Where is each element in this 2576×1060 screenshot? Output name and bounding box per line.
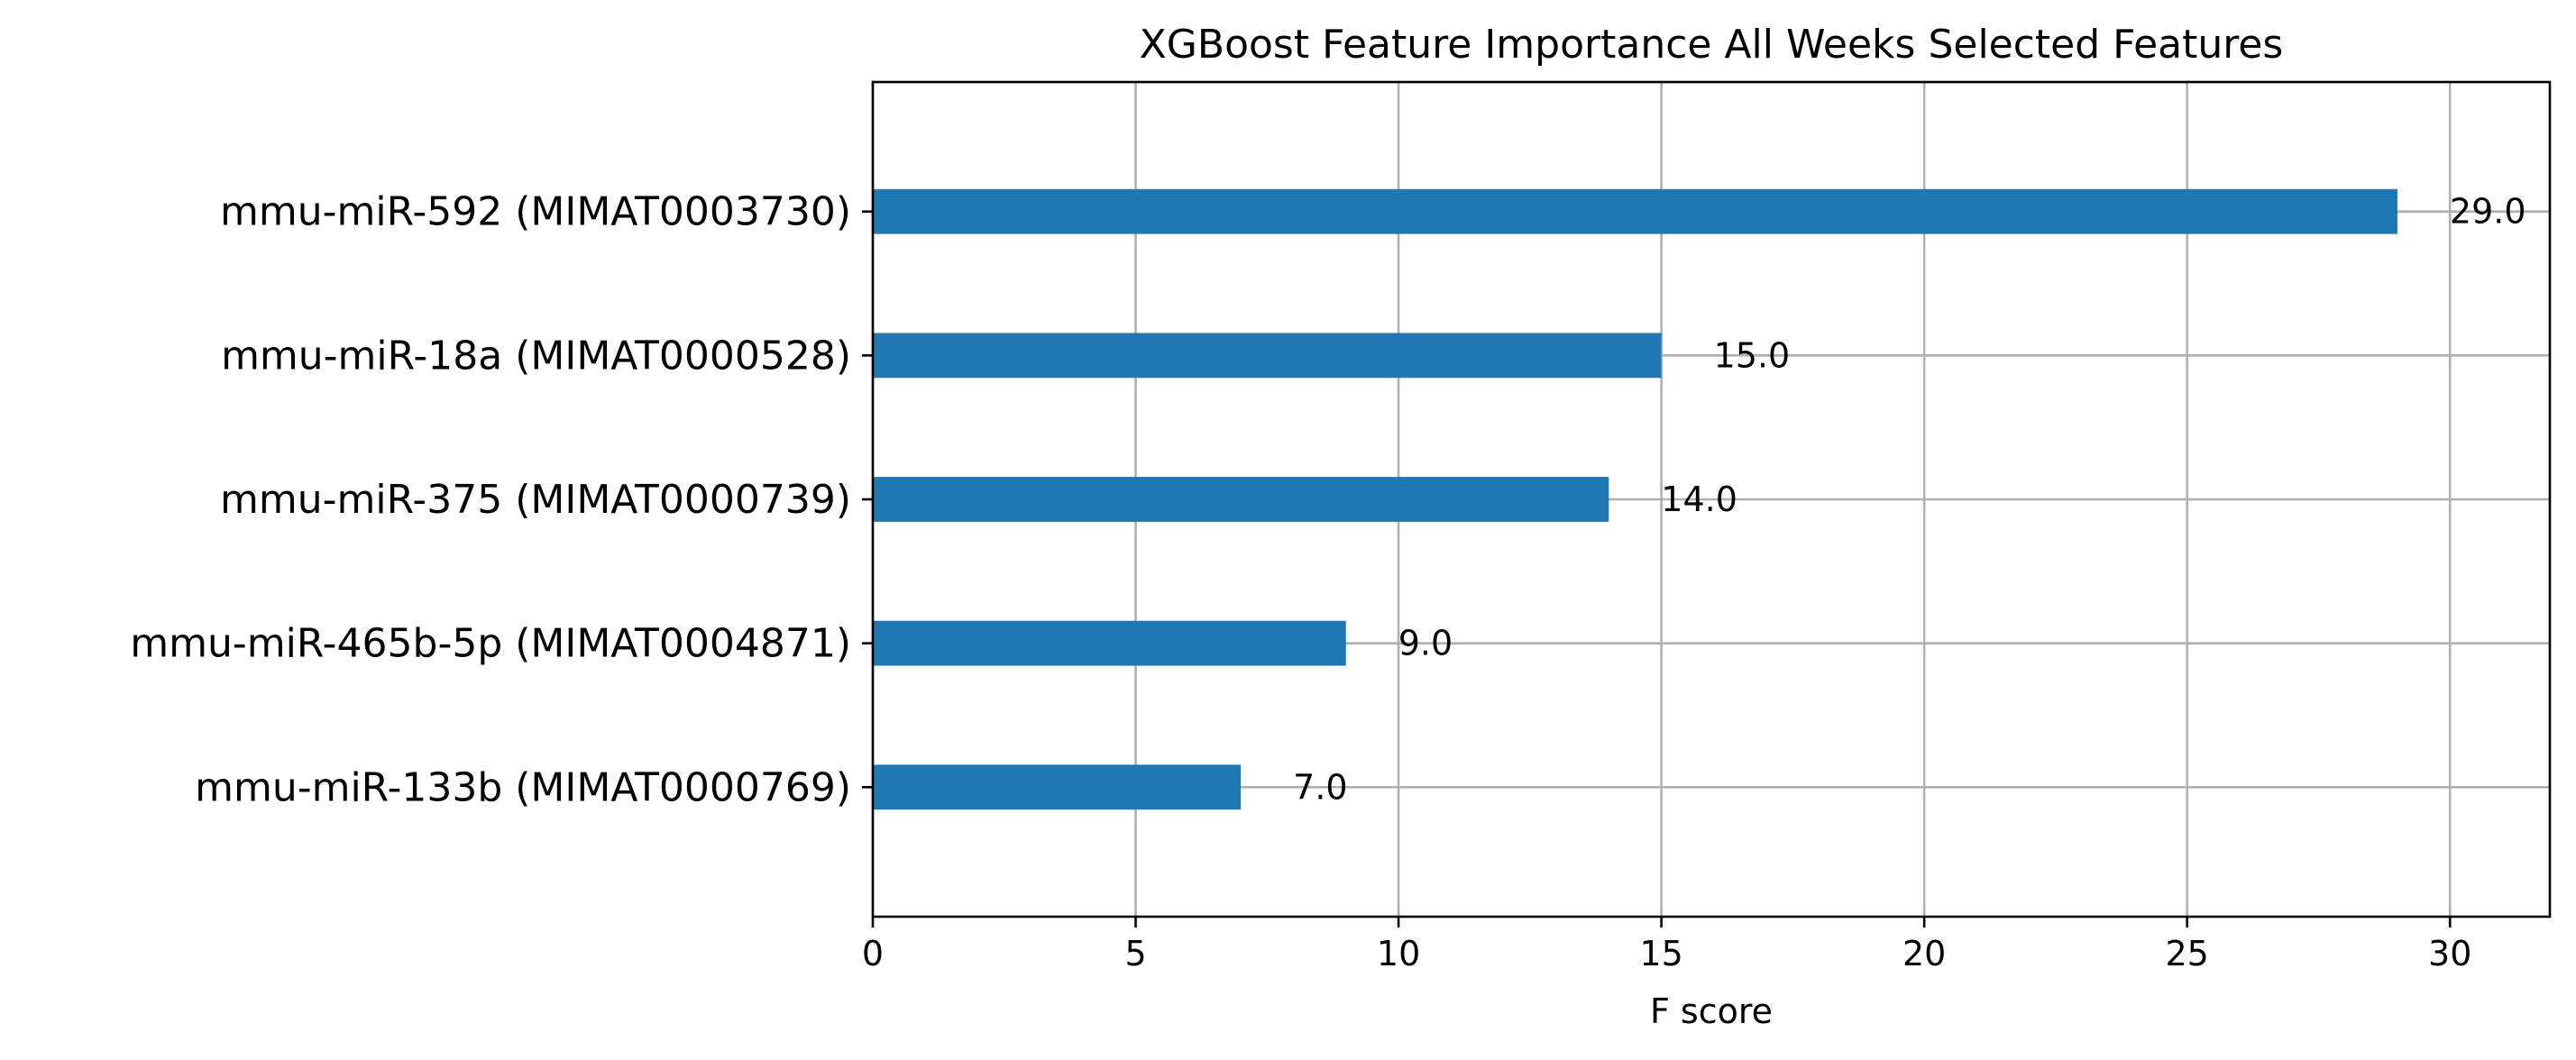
y-tick-label: mmu-miR-592 (MIMAT0003730) <box>220 189 851 235</box>
y-tick-label: mmu-miR-465b-5p (MIMAT0004871) <box>130 621 851 667</box>
bars-layer <box>873 188 2397 810</box>
bar-value-label: 7.0 <box>1293 767 1347 807</box>
x-tick-label: 10 <box>1377 934 1420 973</box>
x-tick-label: 30 <box>2428 934 2471 973</box>
x-tick-label: 0 <box>862 934 884 973</box>
y-tick-label: mmu-miR-133b (MIMAT0000769) <box>195 764 851 810</box>
x-tick-labels: 0 5 10 15 20 25 30 <box>862 917 2471 973</box>
bar <box>873 477 1609 522</box>
bar-value-label: 9.0 <box>1398 624 1453 663</box>
bar <box>873 620 1346 666</box>
y-tick-label: mmu-miR-18a (MIMAT0000528) <box>221 333 851 379</box>
chart-title: XGBoost Feature Importance All Weeks Sel… <box>1140 22 2284 68</box>
x-tick-label: 5 <box>1124 934 1146 973</box>
x-tick-label: 15 <box>1639 934 1682 973</box>
bar-value-label: 15.0 <box>1714 335 1791 375</box>
bar-value-label: 14.0 <box>1661 480 1737 519</box>
bar <box>873 333 1662 379</box>
bar <box>873 764 1242 810</box>
plot-frame <box>871 80 2552 918</box>
y-tick-label: mmu-miR-375 (MIMAT0000739) <box>220 477 851 523</box>
x-tick-label: 20 <box>1902 934 1946 973</box>
x-tick-label: 25 <box>2166 934 2209 973</box>
bar-value-label: 29.0 <box>2450 192 2526 232</box>
bar <box>873 188 2397 234</box>
x-axis-label: F score <box>1650 991 1773 1031</box>
value-labels: 7.0 9.0 14.0 15.0 29.0 <box>1293 192 2526 808</box>
y-tick-labels: mmu-miR-133b (MIMAT0000769) mmu-miR-465b-… <box>130 189 873 810</box>
